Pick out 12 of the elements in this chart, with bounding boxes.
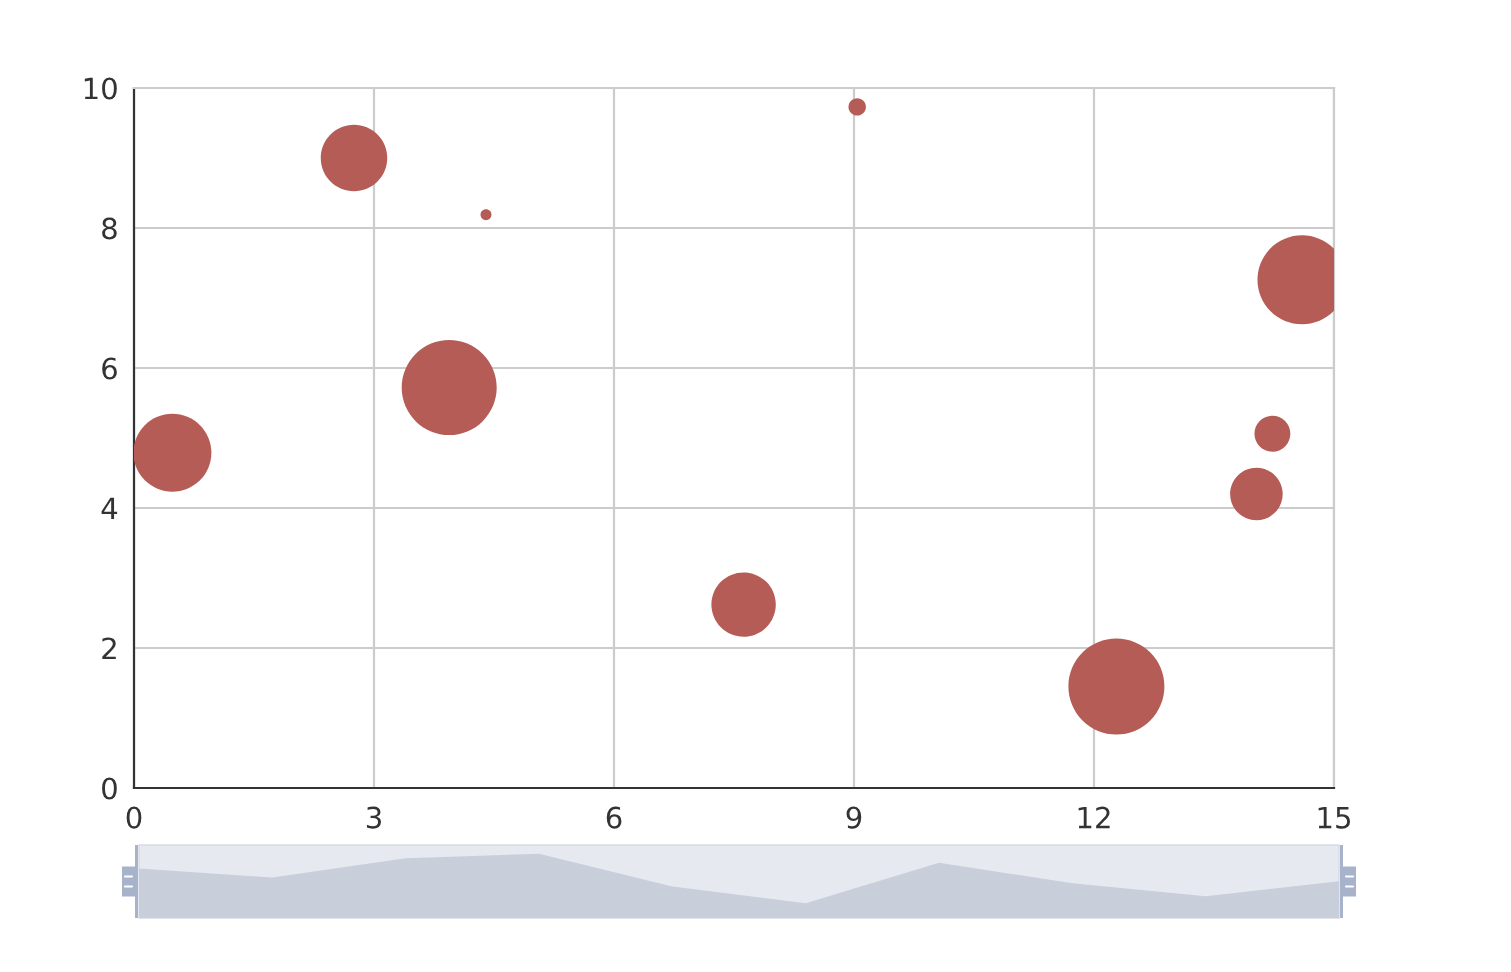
x-tick-label: 12 (1078, 806, 1110, 829)
x-tick-label: 3 (366, 806, 381, 829)
y-tick-label: 4 (101, 497, 118, 520)
x-tick-label: 6 (606, 806, 622, 829)
x-tick-label: 15 (1318, 806, 1351, 829)
y-tick-label: 0 (102, 777, 117, 800)
y-tick-label: 6 (102, 357, 117, 380)
y-tick-label: 10 (84, 77, 117, 100)
y-tick-label: 2 (102, 637, 116, 660)
y-tick-label: 8 (102, 217, 117, 240)
x-tick-label: 9 (846, 806, 862, 829)
x-tick-label: 0 (126, 806, 142, 829)
